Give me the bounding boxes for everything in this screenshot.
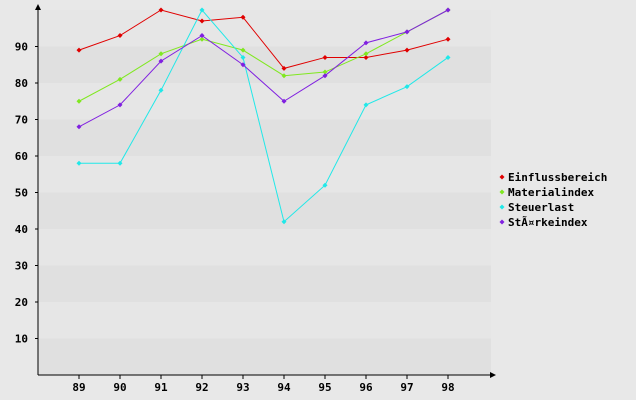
grid-band [38,265,491,302]
grid-band [38,46,491,83]
series-group [76,7,451,71]
x-tick-label: 90 [113,381,126,394]
y-tick-label: 50 [15,187,28,200]
legend-marker [499,189,505,195]
data-point [404,29,410,35]
x-tick-label: 94 [277,381,291,394]
legend: Einflussbereich Materialindex Steuerlast St… [499,171,607,229]
legend-label: Steuerlast [508,201,574,214]
y-tick-label: 10 [15,333,28,346]
x-tick-label: 93 [236,381,249,394]
data-point [404,47,410,53]
y-axis-ticks: 10 20 30 40 50 60 70 80 90 [15,41,38,346]
data-point [199,18,205,24]
data-point [363,54,369,60]
grid-band [38,10,491,47]
data-point [281,98,287,104]
y-tick-label: 20 [15,296,28,309]
data-point [445,7,451,13]
data-point [240,54,246,60]
x-tick-label: 95 [318,381,331,394]
series-line [78,9,449,69]
series-lines [76,7,451,225]
grid-band [38,83,491,120]
data-point [445,36,451,42]
series-line [78,9,449,128]
data-point [240,47,246,53]
data-point [76,160,82,166]
data-point [199,36,205,42]
data-point [281,73,287,79]
legend-item: Materialindex [499,186,594,199]
y-tick-label: 40 [15,223,28,236]
data-point [363,51,369,57]
data-point [76,98,82,104]
data-point [117,33,123,39]
y-tick-label: 60 [15,150,28,163]
grid-band [38,119,491,156]
data-point [322,182,328,188]
series-group [76,7,451,130]
legend-label: Einflussbereich [508,171,607,184]
x-tick-label: 96 [359,381,373,394]
legend-label: StÃ¤rkeindex [508,216,588,229]
data-point [158,7,164,13]
y-tick-label: 90 [15,41,28,54]
x-axis-ticks: 89 90 91 92 93 94 95 96 97 98 [72,375,455,394]
y-tick-label: 70 [15,114,28,127]
x-tick-label: 89 [72,381,85,394]
legend-item: Einflussbereich [499,171,607,184]
legend-marker [499,219,505,225]
legend-marker [499,174,505,180]
data-point [199,7,205,13]
data-point [158,51,164,57]
plot-bands [38,10,491,375]
data-point [76,124,82,130]
series-line [78,9,449,102]
data-point [322,69,328,75]
data-point [117,76,123,82]
x-tick-label: 98 [441,381,454,394]
data-point [363,102,369,108]
data-point [281,65,287,71]
legend-label: Materialindex [508,186,594,199]
x-tick-label: 91 [154,381,168,394]
data-point [76,47,82,53]
data-point [240,62,246,68]
x-axis-arrow [490,372,496,378]
data-point [117,102,123,108]
data-point [281,219,287,225]
data-point [158,58,164,64]
legend-item: StÃ¤rkeindex [499,216,588,229]
grid-band [38,302,491,339]
data-point [445,54,451,60]
data-point [199,33,205,39]
data-point [404,84,410,90]
x-tick-label: 92 [195,381,208,394]
y-tick-label: 80 [15,77,28,90]
data-point [322,73,328,79]
axes [35,4,496,378]
grid-band [38,156,491,193]
grid-band [38,338,491,375]
legend-marker [499,204,505,210]
y-tick-label: 30 [15,260,28,273]
series-group [76,7,451,225]
data-point [363,40,369,46]
data-point [158,87,164,93]
data-point [117,160,123,166]
y-axis-arrow [35,4,41,10]
legend-item: Steuerlast [499,201,574,214]
x-tick-label: 97 [400,381,413,394]
data-point [322,54,328,60]
grid-band [38,192,491,229]
grid-band [38,229,491,266]
series-line [79,9,449,223]
data-point [240,14,246,20]
